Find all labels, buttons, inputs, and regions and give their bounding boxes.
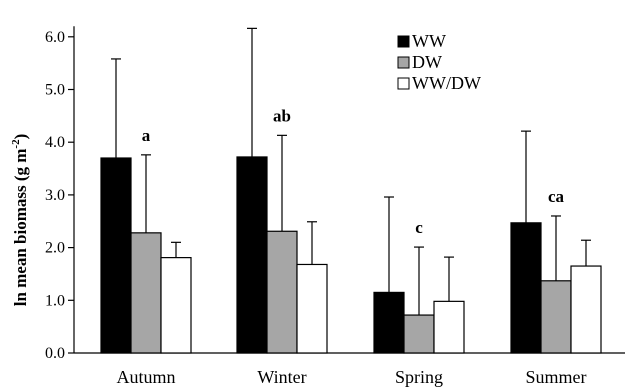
y-tick-label: 6.0: [45, 29, 65, 46]
bar-ww-summer: [510, 222, 542, 354]
bars: [100, 27, 602, 354]
x-tick-label-autumn: Autumn: [116, 367, 175, 387]
y-tick-label: 5.0: [45, 82, 65, 99]
bar-dw-autumn: [130, 232, 162, 354]
significance-label: ab: [273, 106, 291, 125]
x-tick-label-spring: Spring: [395, 367, 443, 387]
y-axis-label-sup: -2: [10, 139, 22, 149]
legend-label: WW: [412, 31, 446, 51]
legend-swatch-dw: [397, 56, 410, 69]
x-tick-label-winter: Winter: [257, 367, 306, 387]
x-axis: Autumn Winter Spring Summer: [74, 352, 625, 387]
significance-label: a: [142, 126, 151, 145]
legend-label: WW/DW: [412, 73, 481, 93]
bar-ww-dw-winter: [296, 263, 328, 354]
significance-label: c: [415, 218, 423, 237]
bar-ww-dw-autumn: [160, 257, 192, 354]
legend-label: DW: [412, 52, 442, 72]
y-axis-label: ln mean biomass (g m-2): [10, 134, 30, 307]
y-axis-label-main: ln mean biomass (g m: [11, 149, 30, 307]
y-tick-label: 1.0: [45, 292, 65, 309]
bar-ww-dw-summer: [570, 265, 602, 354]
bar-dw-winter: [266, 230, 298, 354]
y-axis-label-close: ): [11, 134, 30, 140]
y-tick-label: 0.0: [45, 345, 65, 362]
significance-label: ca: [548, 187, 565, 206]
y-axis: 0.0 1.0 2.0 3.0 4.0 5.0 6.0: [45, 26, 75, 362]
legend-swatch-ww: [397, 35, 410, 48]
significance-labels: a ab c ca: [142, 106, 565, 237]
bar-dw-spring: [403, 314, 435, 354]
legend-swatch-ww-dw: [397, 77, 410, 90]
y-tick-label: 4.0: [45, 134, 65, 151]
bar-ww-dw-spring: [433, 300, 465, 354]
bar-ww-autumn: [100, 157, 132, 354]
bar-dw-summer: [540, 280, 572, 354]
y-tick-label: 3.0: [45, 187, 65, 204]
bar-ww-winter: [236, 156, 268, 354]
y-tick-label: 2.0: [45, 240, 65, 257]
bar-ww-spring: [373, 291, 405, 354]
x-tick-label-summer: Summer: [526, 367, 587, 387]
